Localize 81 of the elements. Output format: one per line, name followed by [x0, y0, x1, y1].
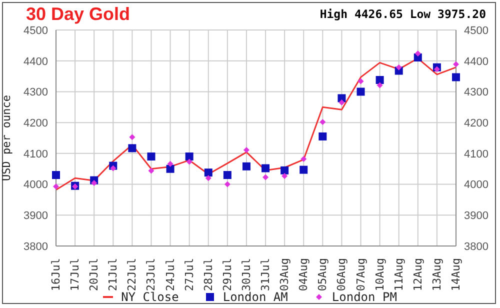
point	[320, 118, 326, 125]
point	[338, 94, 346, 102]
point	[434, 66, 440, 72]
y2-tick-label: 4400	[464, 56, 488, 68]
x-tick-label: 31Jul	[259, 258, 272, 292]
x-tick-label: 07Aug	[354, 258, 368, 292]
x-tick-label: 11Aug	[392, 258, 406, 292]
point	[262, 164, 270, 172]
x-tick-label: 05Aug	[316, 258, 330, 292]
point	[166, 164, 174, 173]
y2-tick-label: 3800	[464, 240, 488, 253]
point	[300, 166, 308, 174]
x-tick-label: 21Jul	[106, 258, 120, 292]
x-tick-label: 03Aug	[278, 258, 292, 292]
point	[452, 73, 460, 82]
x-tick-label: 16Jul	[50, 258, 62, 292]
point	[205, 175, 212, 182]
y2-tick-label: 4100	[464, 148, 488, 160]
point	[358, 78, 364, 84]
legend-label: London AM	[222, 290, 288, 304]
point	[204, 168, 212, 177]
legend-label: NY Close	[120, 290, 179, 304]
point	[318, 132, 327, 140]
x-tick-label: 28Jul	[202, 258, 215, 292]
point	[185, 152, 194, 161]
point	[376, 82, 383, 88]
point	[128, 144, 136, 152]
y2-tick-label: 4500	[464, 24, 488, 37]
y-tick-label: 4000	[24, 179, 48, 192]
x-tick-label: 23Jul	[144, 258, 158, 292]
point	[338, 100, 345, 106]
point	[262, 174, 269, 180]
y-tick-label: 4500	[24, 24, 48, 37]
y-tick-label: 3800	[24, 240, 48, 253]
point	[91, 180, 98, 186]
point	[148, 168, 154, 174]
point	[52, 171, 60, 180]
point	[414, 50, 421, 56]
x-tick-label: 06Aug	[335, 258, 348, 292]
point	[282, 172, 288, 179]
point	[356, 88, 365, 96]
point	[110, 165, 116, 172]
x-tick-label: 29Jul	[220, 258, 234, 292]
point	[223, 171, 232, 180]
point	[300, 156, 307, 162]
x-tick-label: 17Jul	[68, 258, 82, 292]
legend-label: London PM	[330, 290, 397, 304]
x-tick-label: 13Aug	[430, 258, 444, 292]
y-tick-label: 3900	[24, 210, 48, 222]
x-tick-label: 20Jul	[88, 258, 101, 292]
chart-title: 30 Day Gold	[26, 4, 130, 25]
x-tick-label: 27Jul	[182, 258, 196, 292]
point	[376, 76, 384, 84]
x-tick-label: 24Jul	[164, 258, 177, 292]
x-tick-label: 14Aug	[450, 258, 462, 292]
point	[280, 166, 289, 174]
x-tick-label: 04Aug	[297, 258, 310, 292]
point	[186, 158, 192, 165]
point	[129, 134, 136, 140]
y2-tick-label: 4000	[464, 179, 488, 192]
y2-tick-label: 4200	[464, 117, 488, 130]
text: High 4426.65 Low 3975.20	[320, 7, 486, 21]
x-tick-label: 22Jul	[126, 258, 139, 292]
point	[396, 64, 402, 70]
x-tick-label: 12Aug	[411, 258, 424, 292]
point	[53, 183, 59, 190]
y-axis-title: USD per ounce	[0, 94, 13, 182]
point	[243, 147, 250, 154]
point	[453, 61, 459, 68]
y-tick-label: 4300	[24, 86, 48, 99]
x-tick-label: 30Jul	[240, 258, 253, 292]
point	[224, 181, 230, 188]
y2-tick-label: 3900	[464, 210, 488, 222]
point	[242, 162, 250, 170]
point	[167, 160, 174, 167]
y2-tick-label: 4300	[464, 86, 488, 99]
point	[147, 152, 156, 161]
y-tick-label: 4400	[24, 56, 48, 68]
y-tick-label: 4100	[24, 148, 48, 160]
x-tick-label: 10Aug	[373, 258, 386, 292]
y-tick-label: 4200	[24, 117, 48, 130]
